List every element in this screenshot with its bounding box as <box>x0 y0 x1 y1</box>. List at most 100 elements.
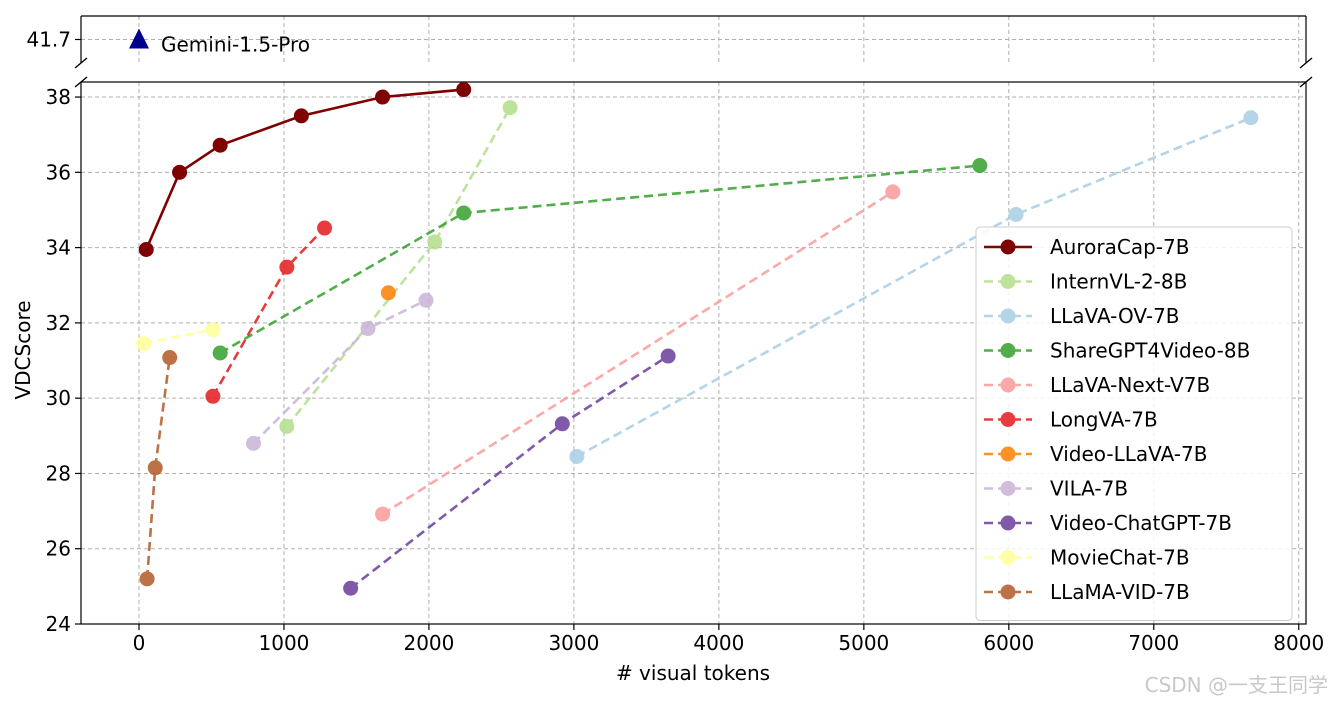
data-point <box>375 89 391 105</box>
axis-ticks: 0 1000 2000 3000 4000 5000 6000 7000 8000 24 26 28 3… <box>26 28 1324 656</box>
data-point <box>569 449 585 465</box>
legend-label: AuroraCap-7B <box>1050 235 1189 259</box>
data-point <box>205 322 221 338</box>
legend-entry <box>984 584 1032 600</box>
series-line <box>143 328 214 345</box>
y-tick-label: 34 <box>46 236 71 260</box>
data-point <box>136 336 152 352</box>
series-vila-7b <box>246 292 434 451</box>
legend-marker <box>1000 515 1016 531</box>
legend-marker <box>1000 584 1016 600</box>
y-tick-label: 32 <box>46 311 71 335</box>
y-tick-label: 30 <box>46 386 71 410</box>
series-llava-next-v7b <box>375 184 901 522</box>
legend-entry <box>984 481 1032 496</box>
legend-marker <box>1000 343 1016 358</box>
data-point <box>138 241 154 257</box>
series-line <box>252 299 427 445</box>
legend-label: MovieChat-7B <box>1050 546 1190 570</box>
data-point <box>279 259 295 275</box>
series-line <box>145 357 172 579</box>
legend-label: LLaMA-VID-7B <box>1050 580 1190 604</box>
legend-entry <box>984 515 1032 531</box>
series-longva-7b <box>205 220 333 404</box>
legend-entry <box>984 446 1032 462</box>
x-tick-label: 1000 <box>259 631 310 655</box>
plot-frame <box>74 15 1313 625</box>
series-llava-ov-7b <box>569 110 1259 465</box>
legend-entry <box>984 274 1032 289</box>
data-point <box>554 416 570 432</box>
data-point <box>427 234 443 250</box>
data-point <box>212 137 228 153</box>
legend-marker <box>1000 446 1016 462</box>
legend-marker <box>1000 274 1016 289</box>
x-tick-label: 4000 <box>693 631 744 655</box>
legend-marker <box>1000 550 1016 565</box>
legend-label: ShareGPT4Video-8B <box>1050 339 1250 363</box>
series-line <box>219 164 980 355</box>
legend-entry <box>984 377 1032 393</box>
legend-label: LLaVA-Next-V7B <box>1050 373 1210 397</box>
x-tick-label: 8000 <box>1273 631 1324 655</box>
series-layer <box>136 82 1259 596</box>
data-point <box>375 506 391 522</box>
data-point <box>502 100 518 116</box>
gemini-label: Gemini-1.5-Pro <box>161 33 310 57</box>
legend-label: Video-LLaVA-7B <box>1050 442 1207 466</box>
legend-marker <box>1000 377 1016 393</box>
x-tick-label: 3000 <box>548 631 599 655</box>
main-panel-frame <box>80 81 1307 625</box>
y-axis-label: VDCScore <box>11 300 35 399</box>
axis-break-mark <box>1299 76 1313 88</box>
series-sharegpt4video-8b <box>212 158 988 361</box>
data-point <box>972 158 988 174</box>
x-axis-label: # visual tokens <box>616 661 770 685</box>
data-point <box>660 348 676 364</box>
data-point <box>205 388 221 404</box>
legend: AuroraCap-7B InternVL-2-8B LLaVA-OV-7B Shar… <box>975 226 1293 621</box>
series-line <box>145 88 464 251</box>
data-point <box>456 205 472 221</box>
y-tick-label: 24 <box>46 612 71 636</box>
legend-label: VILA-7B <box>1050 477 1128 501</box>
y-tick-label: 38 <box>46 85 71 109</box>
gemini-triangle-marker <box>128 28 149 49</box>
legend-marker <box>1000 412 1016 427</box>
data-point <box>1243 110 1259 126</box>
watermark: CSDN @一支王同学 <box>1145 673 1328 697</box>
series-internvl-2-8b <box>279 100 518 434</box>
axis-break-mark <box>74 57 88 69</box>
y-tick-label-top: 41.7 <box>26 28 71 52</box>
series-auroracap-7b <box>138 82 472 257</box>
legend-marker <box>1000 239 1016 255</box>
legend-label: Video-ChatGPT-7B <box>1050 511 1232 535</box>
legend-label: LongVA-7B <box>1050 408 1158 432</box>
data-point <box>172 164 188 180</box>
legend-entry <box>984 550 1032 565</box>
series-line <box>381 190 894 516</box>
y-tick-label: 28 <box>46 461 71 485</box>
legend-label: InternVL-2-8B <box>1050 270 1187 294</box>
gemini-annotation: Gemini-1.5-Pro <box>128 28 310 57</box>
series-line <box>211 227 326 397</box>
data-point <box>418 292 434 308</box>
data-point <box>885 184 901 200</box>
x-tick-label: 2000 <box>403 631 454 655</box>
data-point <box>279 418 295 434</box>
data-point <box>360 321 376 337</box>
x-tick-label: 0 <box>133 631 146 655</box>
data-point <box>162 350 178 366</box>
legend-marker <box>1000 481 1016 496</box>
data-point <box>293 108 309 124</box>
data-point <box>343 580 359 596</box>
series-llama-vid-7b <box>139 350 178 587</box>
y-tick-label: 26 <box>46 537 71 561</box>
legend-entry <box>984 308 1032 324</box>
grid-layer <box>81 16 1306 625</box>
data-point <box>139 571 155 587</box>
data-point <box>1008 206 1024 222</box>
axis-break-mark <box>74 76 88 88</box>
legend-marker <box>1000 308 1016 324</box>
